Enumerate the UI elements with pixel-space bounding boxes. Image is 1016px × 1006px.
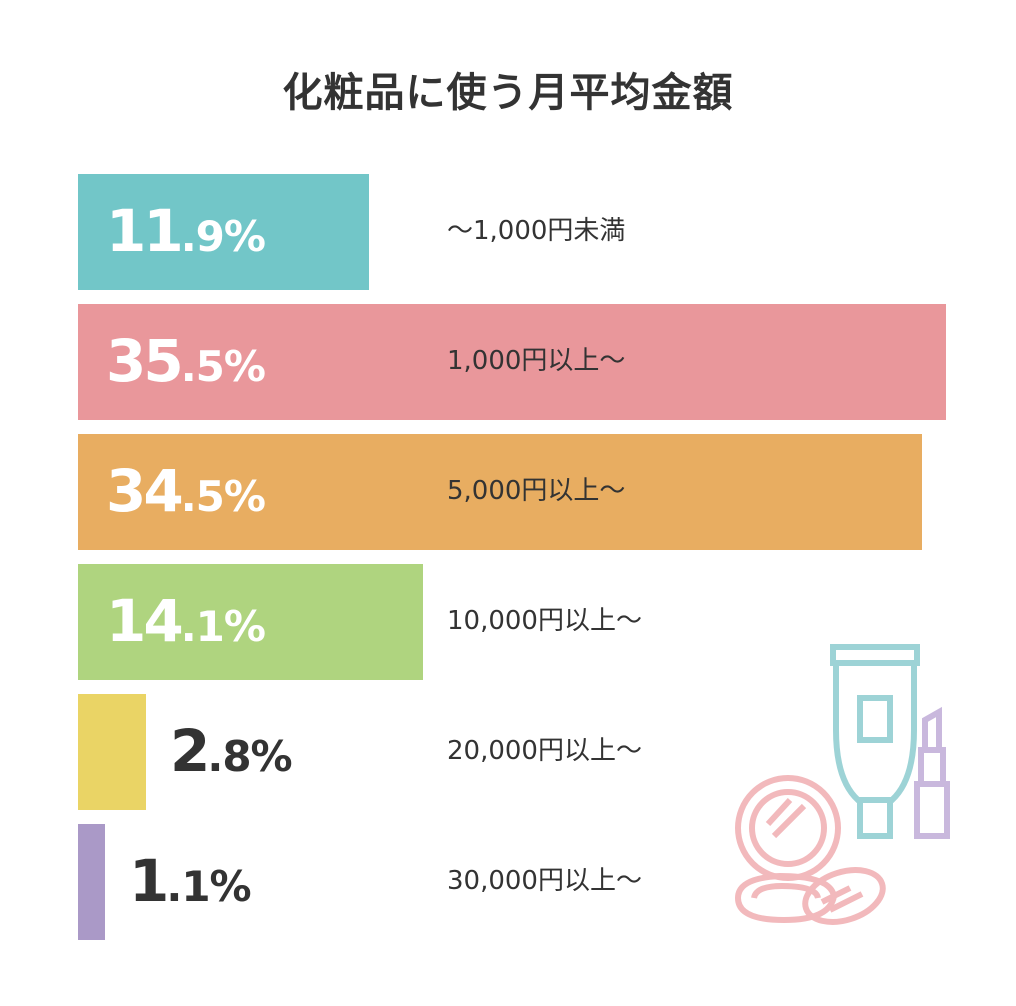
value-label-int: 1	[129, 847, 169, 915]
lipstick-icon	[914, 706, 950, 839]
value-label-decimal: .8%	[207, 732, 292, 781]
bar-3	[78, 434, 922, 550]
compact-powder-icon	[734, 775, 841, 924]
category-label-5: 20,000円以上〜	[447, 736, 642, 766]
bar-1	[78, 174, 369, 290]
value-label-int: 14	[106, 587, 184, 655]
value-label-4: 14.1%	[106, 592, 266, 651]
cosmetics-illustration	[734, 644, 950, 925]
category-label-4: 10,000円以上〜	[447, 606, 642, 636]
value-label-3: 34.5%	[106, 462, 266, 521]
value-label-decimal: .5%	[180, 342, 266, 391]
chart-title: 化粧品に使う月平均金額	[282, 70, 734, 116]
bar-4	[78, 564, 423, 680]
value-label-int: 11	[106, 197, 184, 265]
cosmetic-tube-icon	[830, 644, 920, 839]
makeup-puff-icon	[802, 867, 886, 925]
value-label-decimal: .9%	[180, 212, 266, 261]
category-label-6: 30,000円以上〜	[447, 866, 642, 896]
value-label-decimal: .1%	[166, 862, 251, 911]
bar-6	[78, 824, 105, 940]
value-label-int: 34	[106, 457, 184, 525]
value-label-decimal: .1%	[180, 602, 266, 651]
category-label-3: 5,000円以上〜	[447, 476, 626, 506]
bar-5	[78, 694, 146, 810]
value-label-6: 1.1%	[129, 852, 252, 911]
value-label-decimal: .5%	[180, 472, 266, 521]
value-label-1: 11.9%	[106, 202, 266, 261]
value-label-5: 2.8%	[170, 722, 293, 781]
category-label-1: 〜1,000円未満	[447, 216, 626, 246]
category-label-2: 1,000円以上〜	[447, 346, 626, 376]
value-label-int: 2	[170, 717, 210, 785]
bar-2	[78, 304, 946, 420]
value-label-2: 35.5%	[106, 332, 266, 391]
value-label-int: 35	[106, 327, 184, 395]
